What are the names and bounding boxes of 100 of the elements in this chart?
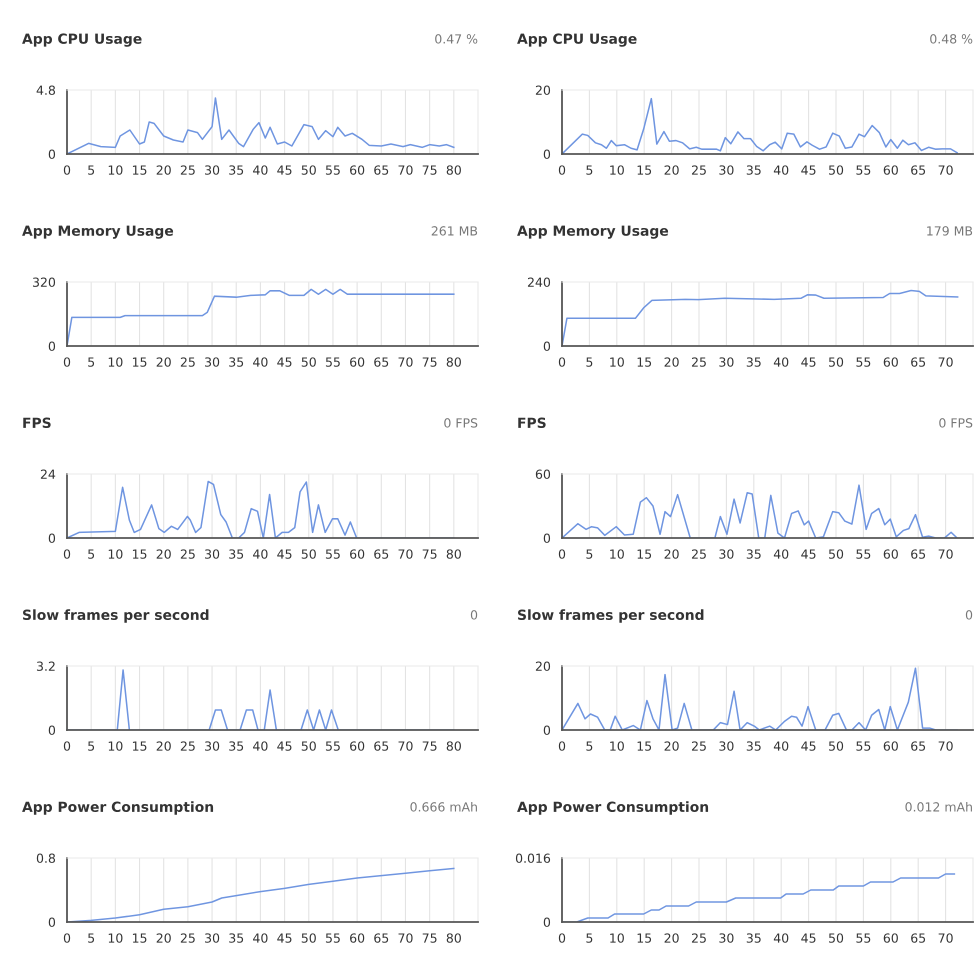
x-tick-label: 15 bbox=[132, 933, 146, 943]
x-tick-label: 40 bbox=[774, 357, 788, 367]
x-tick-label: 45 bbox=[277, 549, 292, 559]
x-tick-label: 50 bbox=[302, 549, 316, 559]
x-tick-label: 55 bbox=[326, 549, 340, 559]
x-tick-label: 15 bbox=[638, 933, 652, 943]
x-tick-label: 55 bbox=[326, 357, 340, 367]
chart-title: Slow frames per second bbox=[22, 609, 208, 623]
x-tick-label: 65 bbox=[911, 549, 926, 559]
x-tick-label: 70 bbox=[398, 357, 413, 367]
x-tick-label: 45 bbox=[801, 933, 816, 943]
x-tick-label: 40 bbox=[253, 933, 268, 943]
x-tick-label: 60 bbox=[350, 741, 364, 751]
x-tick-label: 70 bbox=[938, 933, 953, 943]
x-tick-label: 45 bbox=[277, 165, 292, 175]
x-tick-label: 20 bbox=[156, 741, 171, 751]
x-tick-label: 60 bbox=[884, 741, 898, 751]
x-tick-label: 60 bbox=[884, 357, 898, 367]
x-tick-label: 20 bbox=[156, 357, 171, 367]
chart-title: App Memory Usage bbox=[22, 226, 174, 239]
x-tick-label: 45 bbox=[801, 165, 816, 175]
x-tick-label: 50 bbox=[829, 165, 844, 175]
chart-title: App CPU Usage bbox=[517, 33, 637, 47]
x-tick-label: 10 bbox=[108, 357, 122, 367]
x-tick-label: 60 bbox=[884, 549, 898, 559]
x-tick-label: 80 bbox=[446, 741, 461, 751]
x-tick-label: 50 bbox=[302, 357, 316, 367]
line-series bbox=[562, 484, 958, 538]
x-tick-label: 55 bbox=[326, 741, 340, 751]
y-tick-label: 20 bbox=[536, 85, 550, 95]
x-tick-label: 75 bbox=[422, 357, 437, 367]
x-tick-label: 50 bbox=[829, 549, 844, 559]
x-tick-label: 40 bbox=[774, 741, 788, 751]
x-tick-label: 30 bbox=[719, 741, 734, 751]
chart-subtitle: 0 bbox=[470, 610, 478, 620]
line-series bbox=[67, 97, 455, 154]
y-tick-label: 0 bbox=[544, 725, 550, 735]
x-tick-label: 20 bbox=[664, 933, 679, 943]
x-tick-label: 20 bbox=[664, 741, 679, 751]
x-tick-label: 25 bbox=[692, 165, 706, 175]
chart-title: Slow frames per second bbox=[518, 609, 704, 623]
x-tick-label: 65 bbox=[911, 357, 926, 367]
x-tick-label: 55 bbox=[856, 357, 870, 367]
x-tick-label: 25 bbox=[692, 741, 706, 751]
x-tick-label: 50 bbox=[302, 165, 316, 175]
x-tick-label: 75 bbox=[422, 741, 437, 751]
chart-title: FPS bbox=[518, 418, 546, 428]
x-tick-label: 30 bbox=[205, 741, 220, 751]
x-tick-label: 60 bbox=[884, 165, 898, 175]
x-tick-label: 80 bbox=[446, 549, 461, 559]
x-tick-label: 75 bbox=[422, 933, 437, 943]
x-tick-label: 70 bbox=[938, 165, 953, 175]
x-tick-label: 60 bbox=[350, 933, 364, 943]
x-tick-label: 35 bbox=[746, 933, 761, 943]
x-tick-label: 15 bbox=[132, 357, 146, 367]
x-tick-label: 15 bbox=[638, 741, 652, 751]
x-tick-label: 60 bbox=[884, 933, 898, 943]
x-tick-label: 20 bbox=[156, 549, 171, 559]
x-tick-label: 65 bbox=[374, 165, 388, 175]
x-tick-label: 35 bbox=[229, 357, 244, 367]
chart-subtitle: 179 MB bbox=[927, 226, 972, 236]
x-tick-label: 0 bbox=[558, 357, 566, 367]
x-tick-label: 30 bbox=[719, 549, 734, 559]
x-tick-label: 5 bbox=[88, 741, 94, 751]
x-tick-label: 30 bbox=[205, 933, 220, 943]
x-tick-label: 10 bbox=[108, 741, 122, 751]
x-tick-label: 50 bbox=[829, 741, 844, 751]
y-tick-label: 20 bbox=[536, 661, 550, 671]
y-tick-label: 0 bbox=[544, 533, 550, 543]
y-tick-label: 0 bbox=[544, 917, 550, 927]
x-tick-label: 35 bbox=[229, 933, 244, 943]
x-tick-label: 10 bbox=[610, 933, 624, 943]
x-tick-label: 80 bbox=[446, 933, 461, 943]
x-tick-label: 55 bbox=[856, 549, 870, 559]
x-tick-label: 75 bbox=[422, 549, 437, 559]
x-tick-label: 5 bbox=[586, 741, 592, 751]
x-tick-label: 50 bbox=[302, 933, 316, 943]
y-tick-label: 4.8 bbox=[36, 85, 56, 95]
x-tick-label: 40 bbox=[253, 549, 268, 559]
x-tick-label: 65 bbox=[911, 165, 926, 175]
chart-subtitle: 0.666 mAh bbox=[410, 802, 477, 812]
x-tick-label: 45 bbox=[277, 357, 292, 367]
x-tick-label: 10 bbox=[108, 933, 122, 943]
x-tick-label: 60 bbox=[350, 165, 364, 175]
x-tick-label: 5 bbox=[88, 357, 94, 367]
x-tick-label: 30 bbox=[719, 165, 734, 175]
x-tick-label: 45 bbox=[801, 741, 816, 751]
x-tick-label: 35 bbox=[229, 549, 244, 559]
x-tick-label: 20 bbox=[664, 549, 679, 559]
y-tick-label: 0 bbox=[48, 149, 56, 159]
x-tick-label: 10 bbox=[610, 741, 624, 751]
line-series bbox=[562, 290, 958, 346]
x-tick-label: 70 bbox=[938, 741, 953, 751]
x-tick-label: 65 bbox=[911, 933, 926, 943]
x-tick-label: 0 bbox=[558, 165, 566, 175]
chart-subtitle: 0.48 % bbox=[930, 34, 972, 44]
y-tick-label: 3.2 bbox=[36, 661, 55, 671]
chart-subtitle: 0.012 mAh bbox=[905, 802, 972, 812]
y-tick-label: 0 bbox=[544, 341, 550, 351]
x-tick-label: 0 bbox=[64, 549, 70, 559]
